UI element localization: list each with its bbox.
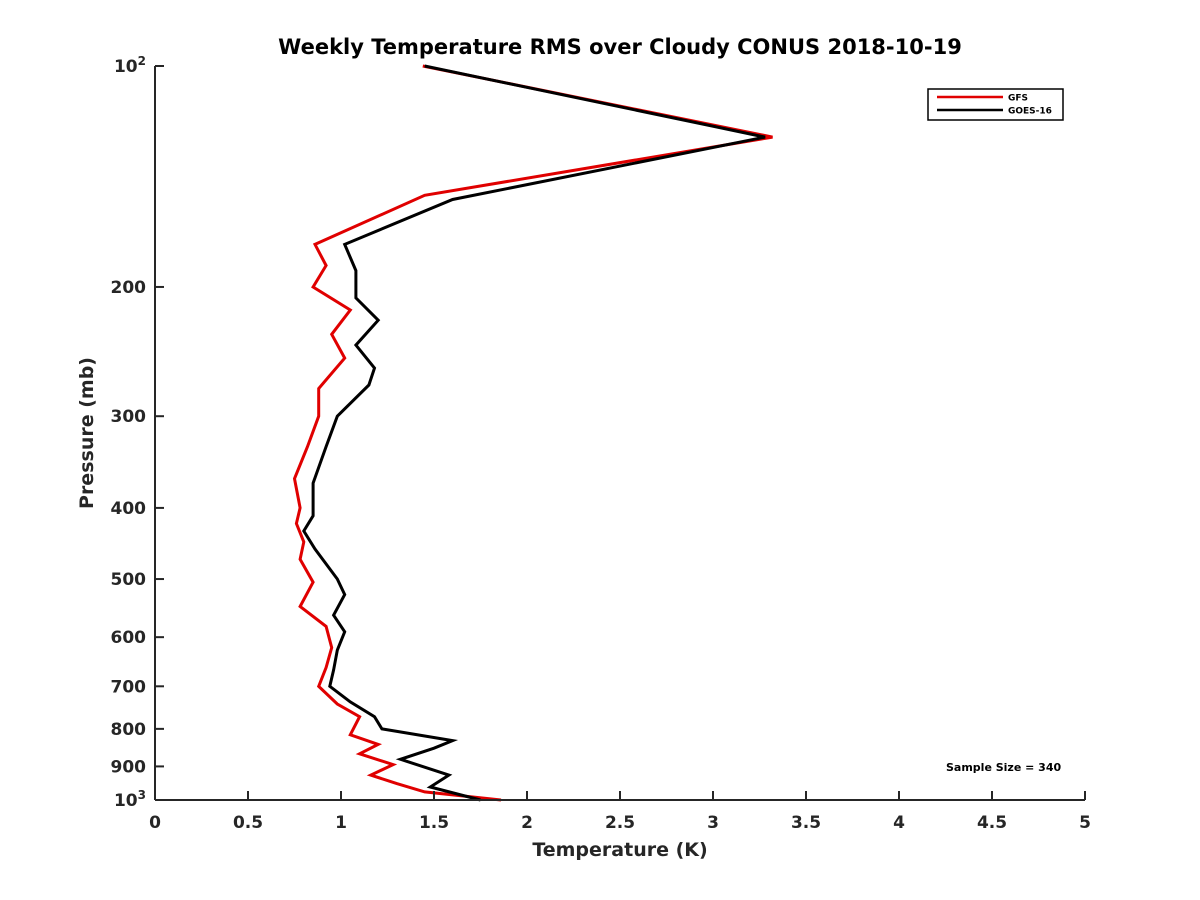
- sample-size-annotation: Sample Size = 340: [946, 761, 1061, 774]
- chart-title: Weekly Temperature RMS over Cloudy CONUS…: [278, 35, 962, 59]
- legend: GFS GOES-16: [927, 88, 1064, 121]
- x-tick-label: 2: [521, 813, 533, 833]
- x-tick-label: 4: [893, 813, 905, 833]
- x-tick-label: 5: [1079, 813, 1091, 833]
- x-tick-label: 1.5: [419, 813, 449, 833]
- x-tick-label: 3: [707, 813, 719, 833]
- legend-box: [927, 88, 1064, 121]
- y-axis: 102 200 300 400 500 600 700 800 900 103: [111, 54, 164, 811]
- plot-series: [292, 64, 773, 802]
- y-tick-label: 600: [111, 628, 147, 648]
- y-tick-label: 102: [114, 54, 146, 77]
- y-tick-label: 400: [111, 499, 147, 519]
- x-tick-label: 2.5: [605, 813, 635, 833]
- x-tick-label: 4.5: [977, 813, 1007, 833]
- x-axis: 0 0.5 1 1.5 2 2.5 3 3.5 4 4.5 5: [149, 791, 1091, 833]
- x-tick-label: 0.5: [233, 813, 263, 833]
- x-axis-label: Temperature (K): [532, 839, 707, 861]
- y-tick-label: 200: [111, 278, 147, 298]
- x-tick-label: 3.5: [791, 813, 821, 833]
- legend-label-goes-16: GOES-16: [1008, 107, 1052, 117]
- y-tick-label: 103: [114, 788, 146, 811]
- x-ticks: 0 0.5 1 1.5 2 2.5 3 3.5 4 4.5 5: [149, 791, 1091, 833]
- y-tick-label: 800: [111, 720, 147, 740]
- y-tick-label: 500: [111, 570, 147, 590]
- legend-label-gfs: GFS: [1008, 94, 1028, 104]
- y-tick-label: 700: [111, 677, 147, 697]
- x-tick-label: 0: [149, 813, 161, 833]
- series-line-goes-16: [302, 64, 766, 802]
- y-axis-label: Pressure (mb): [76, 357, 98, 509]
- y-tick-label: 300: [111, 407, 147, 427]
- y-tick-label: 900: [111, 757, 147, 777]
- x-tick-label: 1: [335, 813, 347, 833]
- series-line-gfs: [292, 64, 773, 802]
